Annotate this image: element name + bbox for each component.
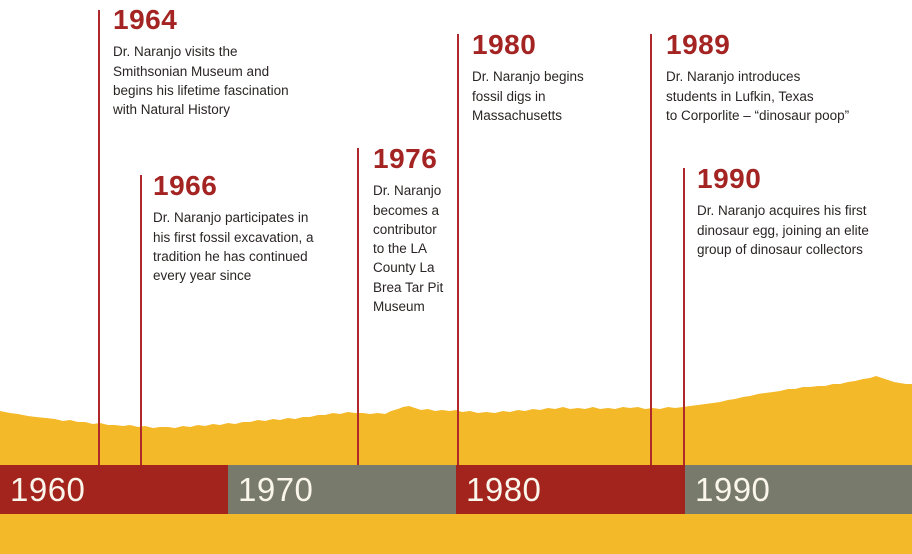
decade-label: 1990 xyxy=(695,471,771,508)
event-description-line: becomes a xyxy=(373,202,440,218)
event-description-line: with Natural History xyxy=(113,102,231,118)
event-block-1990: 1990 Dr. Naranjo acquires his first dinos… xyxy=(697,163,912,259)
event-description-line: Dr. Naranjo begins xyxy=(472,69,584,85)
event-tick-line xyxy=(98,10,100,465)
event-block-1980: 1980 Dr. Naranjo begins fossil digs in Mas… xyxy=(472,29,622,125)
event-tick-line xyxy=(140,175,142,465)
event-description: Dr. Naranjo visits the Smithsonian Museum… xyxy=(113,42,328,119)
event-block-1989: 1989 Dr. Naranjo introduces students in L… xyxy=(666,29,886,125)
decade-bar: 1960 1970 1980 1990 xyxy=(0,465,912,514)
event-tick-line xyxy=(650,34,652,465)
decade-segment-1960: 1960 xyxy=(0,465,228,514)
event-year: 1990 xyxy=(697,163,762,194)
decade-segment-1970: 1970 xyxy=(228,465,456,514)
event-description-line: Brea Tar Pit xyxy=(373,279,444,295)
event-description: Dr. Naranjo acquires his first dinosaur e… xyxy=(697,201,912,259)
event-year: 1989 xyxy=(666,29,731,60)
event-description: Dr. Naranjo becomes a contributor to the LA… xyxy=(373,181,473,316)
event-description-line: Smithsonian Museum and xyxy=(113,63,270,79)
event-description-line: every year since xyxy=(153,268,252,284)
event-description-line: students in Lufkin, Texas xyxy=(666,88,814,104)
event-year: 1964 xyxy=(113,4,178,35)
event-description-line: Dr. Naranjo visits the xyxy=(113,44,238,60)
event-description: Dr. Naranjo begins fossil digs in Massachu… xyxy=(472,67,622,125)
decade-segment-1990: 1990 xyxy=(685,465,912,514)
event-block-1966: 1966 Dr. Naranjo participates in his firs… xyxy=(153,170,358,285)
event-year: 1980 xyxy=(472,29,537,60)
event-tick-line xyxy=(457,34,459,465)
event-description-line: dinosaur egg, joining an elite xyxy=(697,222,869,238)
event-description-line: Dr. Naranjo xyxy=(373,183,442,199)
event-description-line: Dr. Naranjo acquires his first xyxy=(697,203,867,219)
event-tick-line xyxy=(683,168,685,465)
event-description-line: contributor xyxy=(373,221,437,237)
event-description: Dr. Naranjo introduces students in Lufkin… xyxy=(666,67,886,125)
event-block-1964: 1964 Dr. Naranjo visits the Smithsonian M… xyxy=(113,4,328,119)
event-description-line: County La xyxy=(373,260,435,276)
event-year: 1976 xyxy=(373,143,438,174)
event-description-line: tradition he has continued xyxy=(153,248,308,264)
event-description-line: Dr. Naranjo participates in xyxy=(153,210,309,226)
event-description-line: to Corporlite – “dinosaur poop” xyxy=(666,107,850,123)
decade-label: 1980 xyxy=(466,471,542,508)
event-description-line: begins his lifetime fascination xyxy=(113,82,289,98)
event-description-line: Massachusetts xyxy=(472,107,563,123)
event-year: 1966 xyxy=(153,170,218,201)
event-block-1976: 1976 Dr. Naranjo becomes a contributor to t… xyxy=(373,143,473,316)
event-description-line: his first fossil excavation, a xyxy=(153,229,314,245)
event-description-line: group of dinosaur collectors xyxy=(697,241,863,257)
decade-segment-1980: 1980 xyxy=(456,465,685,514)
event-description-line: fossil digs in xyxy=(472,88,546,104)
event-description-line: Dr. Naranjo introduces xyxy=(666,69,801,85)
decade-label: 1970 xyxy=(238,471,314,508)
event-description-line: to the LA xyxy=(373,241,428,257)
event-description-line: Museum xyxy=(373,299,425,315)
event-description: Dr. Naranjo participates in his first fos… xyxy=(153,208,358,285)
decade-label: 1960 xyxy=(10,471,86,508)
event-tick-line xyxy=(357,148,359,465)
